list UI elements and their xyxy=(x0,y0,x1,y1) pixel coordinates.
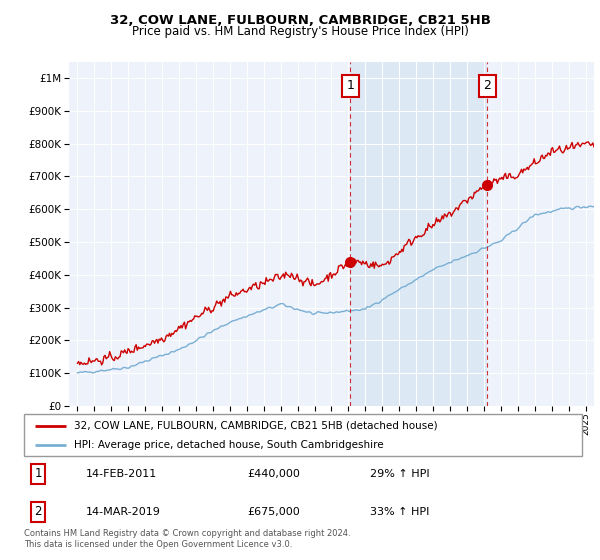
Text: Contains HM Land Registry data © Crown copyright and database right 2024.
This d: Contains HM Land Registry data © Crown c… xyxy=(24,529,350,549)
Text: 2: 2 xyxy=(34,505,42,518)
Text: 14-FEB-2011: 14-FEB-2011 xyxy=(85,469,157,479)
Text: 14-MAR-2019: 14-MAR-2019 xyxy=(85,507,160,517)
Text: 1: 1 xyxy=(347,79,355,92)
Text: 29% ↑ HPI: 29% ↑ HPI xyxy=(370,469,430,479)
Bar xyxy=(350,62,487,406)
Text: 1: 1 xyxy=(34,468,42,480)
Text: £440,000: £440,000 xyxy=(247,469,300,479)
Text: 2: 2 xyxy=(484,79,491,92)
Text: 32, COW LANE, FULBOURN, CAMBRIDGE, CB21 5HB: 32, COW LANE, FULBOURN, CAMBRIDGE, CB21 … xyxy=(110,14,490,27)
Text: £675,000: £675,000 xyxy=(247,507,300,517)
Text: Price paid vs. HM Land Registry's House Price Index (HPI): Price paid vs. HM Land Registry's House … xyxy=(131,25,469,38)
Text: 33% ↑ HPI: 33% ↑ HPI xyxy=(370,507,430,517)
Text: 32, COW LANE, FULBOURN, CAMBRIDGE, CB21 5HB (detached house): 32, COW LANE, FULBOURN, CAMBRIDGE, CB21 … xyxy=(74,421,438,431)
Text: HPI: Average price, detached house, South Cambridgeshire: HPI: Average price, detached house, Sout… xyxy=(74,440,384,450)
